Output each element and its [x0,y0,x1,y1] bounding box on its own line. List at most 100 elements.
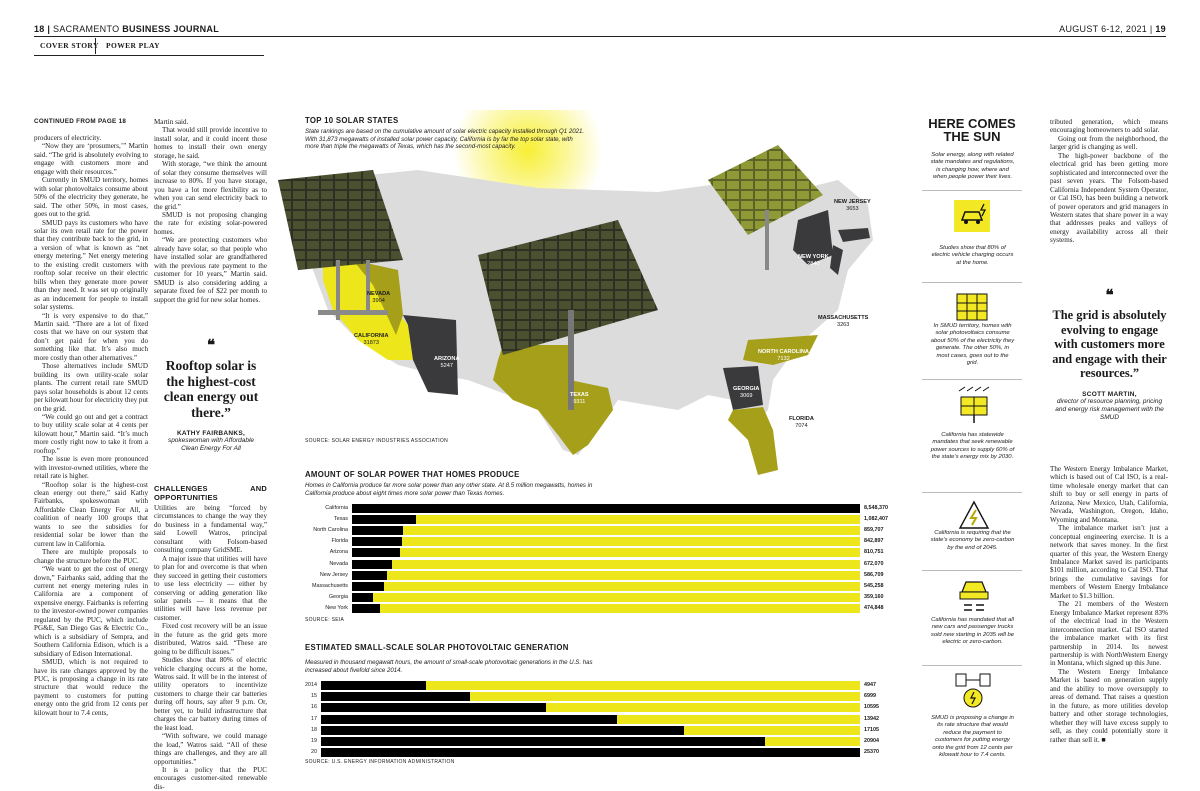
chart2-title: ESTIMATED SMALL-SCALE SOLAR PHOTOVOLTAIC… [305,643,569,652]
bar-track [352,570,860,580]
body-paragraph: SMUD, which is not required to have its … [34,658,148,717]
bar-track [352,537,860,547]
bar [352,570,387,580]
pullquote-text: Rooftop solar is the highest-cost clean … [163,358,259,420]
state-arizona [403,315,458,395]
column-1-body: producers of electricity. “Now they are ‘… [34,134,148,717]
body-paragraph: SMUD pays its customers who have solar i… [34,218,148,312]
bar-category-label: Nevada [329,560,348,567]
map-label-georgia: GEORGIA 3069 [733,386,760,399]
body-paragraph: It is a policy that the PUC encourages c… [154,766,267,791]
map-title: TOP 10 SOLAR STATES [305,116,399,125]
bar [321,737,766,746]
article-column-1: CONTINUED FROM PAGE 18 producers of elec… [34,118,148,717]
state-florida [728,407,778,475]
body-paragraph: tributed generation, which means encoura… [1050,118,1168,135]
quote-mark-icon: ❝ [1105,288,1114,304]
sidebar-fact-5: California has mandated that all new car… [930,617,1015,646]
bar-category-label: Georgia [328,593,348,600]
body-paragraph: With storage, “we think the amount of so… [154,160,267,211]
map-label-texas: TEXAS 9311 [570,392,589,405]
bar-category-label: California [325,505,348,511]
body-paragraph: The imbalance market isn’t just a concep… [1050,524,1168,600]
body-paragraph: Going out from the neighborhood, the lar… [1050,134,1168,152]
bar-value-label: 586,709 [864,571,884,578]
column-2-body-top: Martin said. That would still provide inc… [154,118,267,304]
body-paragraph: Those alternatives include SMUD building… [34,362,148,413]
subhead-challenges: CHALLENGES AND OPPORTUNITIES [154,483,267,502]
body-paragraph: That would still provide incentive to in… [154,126,267,160]
body-paragraph: “Now they are ‘prosumers,’” Martin said.… [34,142,148,176]
grid-meter-icon [955,673,991,708]
right-column-body-bottom: The Western Energy Imbalance Market, whi… [1050,465,1168,744]
body-paragraph: The high-power backbone of the electrica… [1050,151,1168,245]
bar-category-label: 18 [311,726,317,733]
map-label-california: CALIFORNIA 31873 [354,333,389,346]
column-2-body-bottom: Utilities are being “forced by circumsta… [154,504,267,791]
solar-home-icon [956,293,988,321]
chart1-title: AMOUNT OF SOLAR POWER THAT HOMES PRODUCE [305,470,520,479]
body-paragraph: “We could go out and get a contract to b… [34,412,148,455]
ev-charging-icon [954,200,990,232]
solar-panel-icon [958,386,990,423]
bar-track [321,703,860,713]
pullquote-fairbanks: ❝ Rooftop solar is the highest-cost clea… [160,339,262,453]
bar-category-label: New York [325,604,348,611]
body-paragraph: “We want to get the cost of energy down,… [34,565,148,658]
state-north-carolina [743,335,818,365]
bar-track [352,526,860,536]
bar-category-label: New Jersey [319,571,348,578]
bar-track [321,692,860,702]
sidebar-intro: Solar energy, along with related state m… [930,152,1015,181]
article-column-right-lower: The Western Energy Imbalance Market, whi… [1050,465,1168,744]
bar-category-label: Arizona [329,549,348,556]
recycle-energy-icon [958,500,990,529]
bar-category-label: Texas [333,516,348,523]
body-paragraph: Studies show that 80% of electric vehicl… [154,656,267,732]
sidebar-fact-2: In SMUD territory, homes with solar phot… [930,323,1015,367]
right-column-body-top: tributed generation, which means encoura… [1050,118,1168,245]
pullquote-author: KATHY FAIRBANKS, [176,430,246,437]
body-paragraph: There are multiple proposals to change t… [34,548,148,565]
bar [321,681,427,690]
bar [352,504,860,513]
section-label-cover-story: COVER STORY [40,41,99,50]
sidebar-fact-6: SMUD is proposing a change in its rate s… [931,715,1014,759]
pullquote-role: director of resource planning, pricing a… [1055,397,1164,421]
bar [352,548,401,558]
chart2-subtitle: Measured in thousand megawatt hours, the… [305,659,593,674]
bar-value-label: 20904 [864,738,879,744]
bar-track [321,681,860,690]
bar-category-label: 2014 [305,682,317,688]
bar-category-label: 15 [311,693,317,700]
solar-panel-center [478,220,658,410]
state-new-york [793,210,833,265]
state-new-jersey [830,245,843,275]
bar-value-label: 359,160 [864,593,884,600]
sidebar-divider [922,492,1022,493]
state-texas [493,345,613,455]
continued-label: CONTINUED FROM PAGE 18 [34,118,127,125]
body-paragraph: The 21 members of the Western Energy Imb… [1050,600,1168,668]
bar-track [352,515,860,525]
bar [352,515,417,525]
bar-value-label: 1,082,407 [864,516,888,523]
page-header: 18 | SACRAMENTO BUSINESS JOURNAL AUGUST … [0,0,1200,56]
sidebar-divider [922,665,1022,666]
bar-value-label: 6999 [864,693,876,700]
bar [321,748,860,758]
article-column-right: tributed generation, which means encoura… [1050,118,1168,245]
article-column-2: Martin said. That would still provide inc… [154,118,267,791]
body-paragraph: “We are protecting customers who already… [154,236,267,304]
sidebar-fact-4: California is requiring that the state’s… [930,530,1015,551]
bar-track [352,559,860,569]
map-label-new-jersey: NEW JERSEY 3653 [834,199,871,212]
bar [352,581,385,591]
body-paragraph: The issue is even more pronounced with i… [34,455,148,481]
state-massachusetts [838,228,870,242]
map-label-florida: FLORIDA 7074 [789,416,814,429]
body-paragraph: “It is very expensive to do that,” Marti… [34,311,148,362]
body-paragraph: Currently in SMUD territory, homes with … [34,176,148,219]
bar-value-label: 859,707 [864,527,884,534]
section-divider [95,38,96,54]
